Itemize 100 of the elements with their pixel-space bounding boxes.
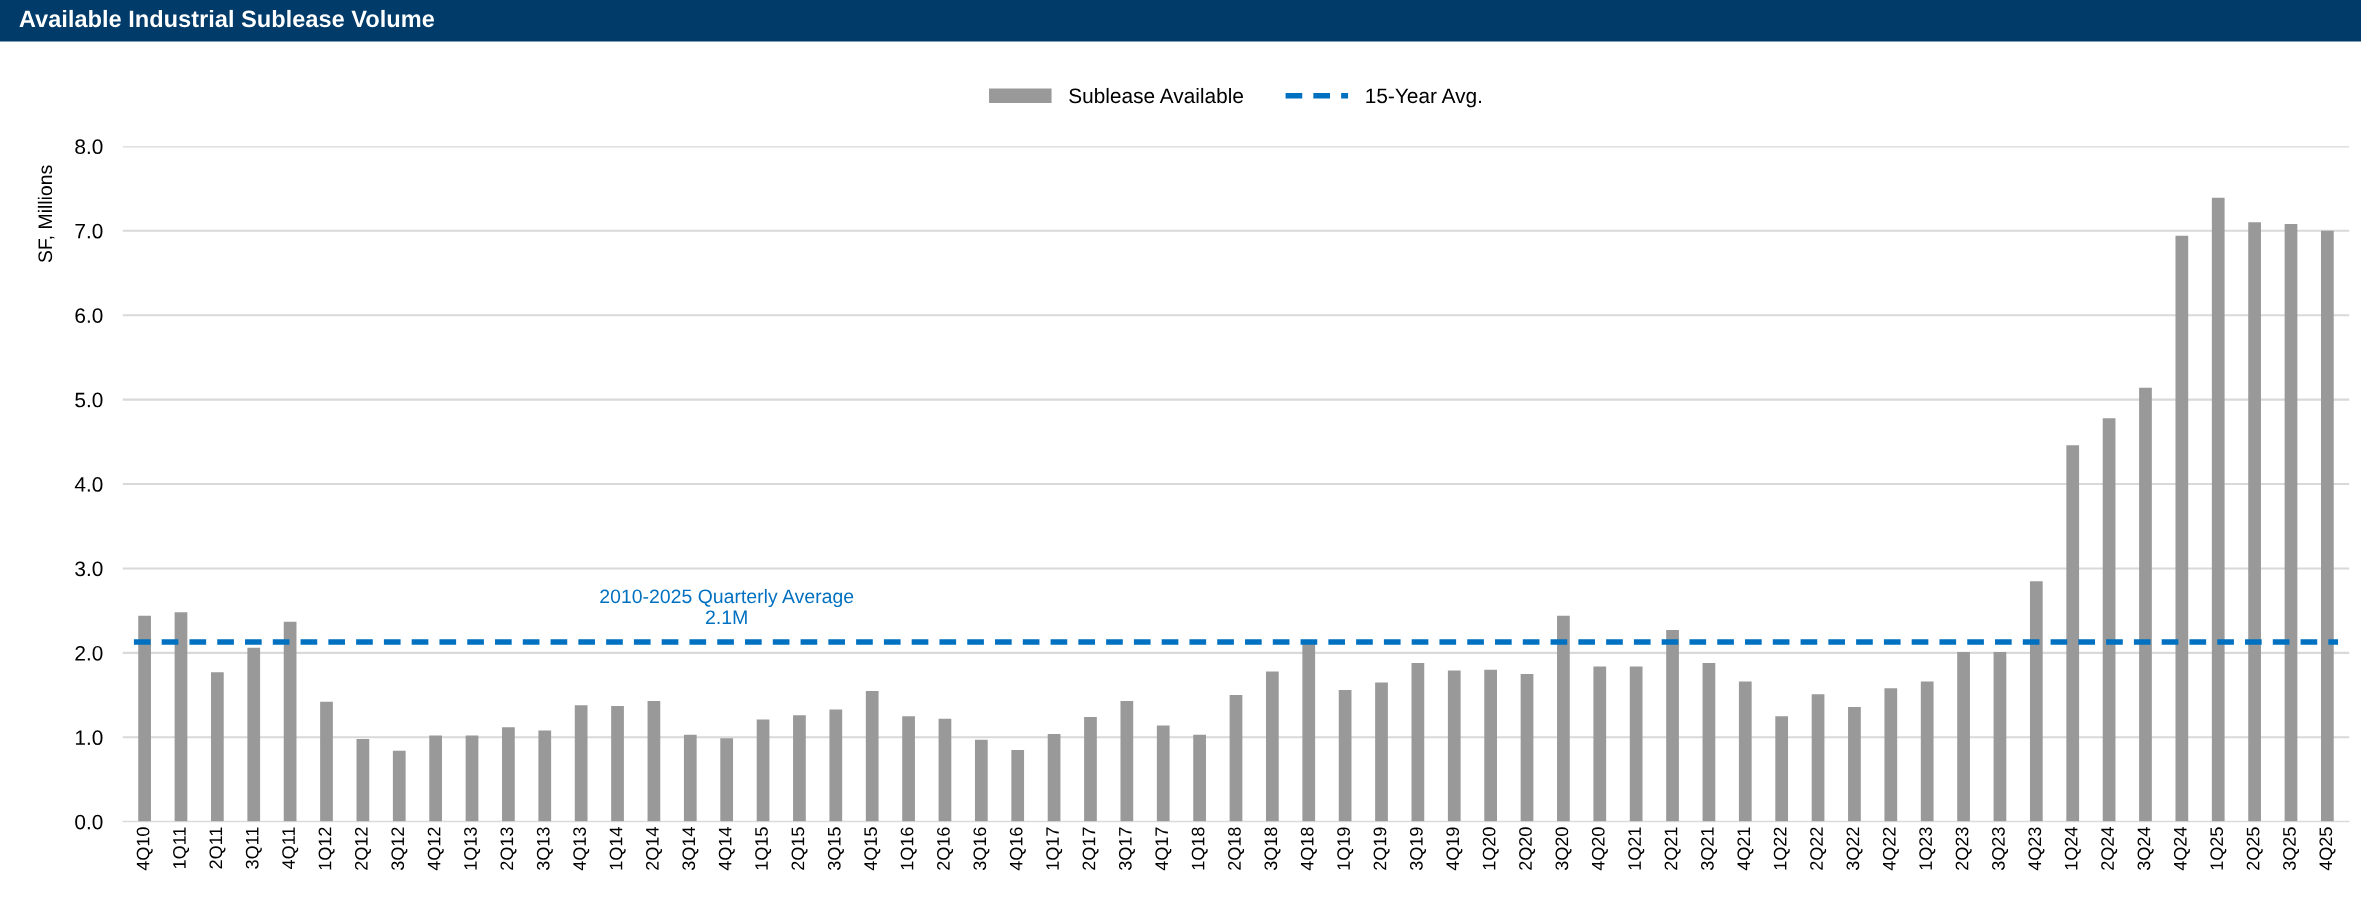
bar — [1702, 663, 1716, 822]
x-tick-label: 4Q25 — [2319, 827, 2336, 871]
x-tick-label: 1Q23 — [1919, 827, 1936, 870]
y-tick-label: 6.0 — [75, 308, 103, 323]
y-tick-label: 7.0 — [75, 223, 103, 239]
x-tick-label: 2Q12 — [354, 827, 371, 870]
x-tick-label: 1Q17 — [1046, 827, 1063, 870]
x-tick-label: 2Q15 — [791, 827, 808, 870]
bar — [1593, 666, 1607, 822]
bar — [2066, 445, 2080, 822]
x-tick-label: 1Q15 — [755, 827, 772, 870]
bar — [720, 738, 734, 822]
x-tick-label: 4Q17 — [1155, 827, 1172, 871]
bar — [938, 718, 952, 822]
bar — [647, 701, 661, 822]
x-tick-label: 4Q15 — [864, 827, 881, 871]
bar — [1011, 749, 1025, 822]
bar — [1957, 652, 1970, 822]
bar — [356, 739, 370, 822]
bar — [2029, 581, 2043, 822]
x-tick-label: 2Q16 — [937, 827, 954, 870]
x-tick-label: 3Q12 — [391, 827, 408, 871]
bar — [1156, 725, 1170, 822]
x-tick-label: 1Q22 — [1773, 827, 1790, 870]
bar — [1084, 717, 1097, 822]
y-tick-label: 2.0 — [75, 645, 103, 661]
y-tick-label: 3.0 — [75, 561, 103, 577]
legend-label: 15-Year Avg. — [1366, 88, 1482, 108]
x-tick-label: 1Q18 — [1191, 827, 1208, 870]
bar — [902, 716, 915, 822]
bar — [1047, 733, 1061, 822]
x-tick-label: 1Q21 — [1628, 827, 1645, 870]
bar — [320, 701, 333, 822]
chart-title: Available Industrial Sublease Volume — [19, 9, 435, 28]
x-tick-label: 1Q20 — [1482, 827, 1499, 870]
x-tick-label: 3Q20 — [1555, 827, 1572, 871]
x-tick-label: 2Q23 — [1955, 827, 1972, 870]
x-tick-label: 3Q25 — [2283, 827, 2300, 871]
x-tick-label: 1Q11 — [173, 827, 190, 869]
x-tick-label: 2Q20 — [1519, 827, 1536, 870]
x-tick-label: 1Q12 — [318, 827, 335, 870]
bar — [1920, 681, 1934, 822]
bar — [247, 647, 261, 822]
y-tick-label: 5.0 — [75, 392, 103, 408]
x-tick-label: 1Q24 — [2064, 827, 2081, 870]
x-tick-label: 4Q11 — [282, 827, 299, 870]
bar — [2139, 387, 2152, 822]
x-tick-label: 1Q14 — [609, 827, 626, 870]
bar — [2211, 197, 2225, 822]
bar — [1993, 652, 2007, 822]
bar — [538, 730, 552, 822]
x-tick-label: 1Q13 — [464, 827, 481, 870]
bar — [793, 715, 806, 822]
x-tick-label: 2Q18 — [1228, 827, 1245, 870]
bar — [174, 612, 188, 822]
bar — [1484, 669, 1498, 822]
bar — [1266, 671, 1279, 822]
y-tick-label: 4.0 — [74, 477, 103, 492]
bar — [829, 709, 843, 822]
bar — [2321, 230, 2334, 822]
x-tick-label: 3Q22 — [1846, 827, 1863, 871]
y-tick-label: 8.0 — [75, 139, 103, 155]
bar — [683, 734, 697, 822]
bar — [2102, 418, 2116, 822]
x-tick-label: 2Q13 — [500, 827, 517, 870]
bar — [465, 735, 479, 822]
x-tick-label: 4Q16 — [1009, 827, 1026, 871]
legend-label: Sublease Available — [1069, 87, 1243, 104]
x-tick-label: 4Q24 — [2173, 827, 2190, 871]
bar — [611, 706, 624, 822]
bar — [283, 621, 297, 822]
x-tick-label: 3Q23 — [1992, 827, 2009, 871]
y-axis-title: SF, Millions — [37, 165, 55, 263]
x-tick-label: 2Q24 — [2101, 827, 2118, 870]
x-tick-label: 4Q10 — [136, 827, 153, 871]
bar — [1848, 706, 1861, 822]
x-tick-label: 2Q11 — [209, 827, 226, 869]
bar — [210, 672, 224, 822]
bar — [1811, 694, 1825, 822]
x-tick-label: 4Q13 — [573, 827, 590, 871]
bar — [1520, 674, 1534, 822]
bar — [1884, 688, 1898, 822]
x-tick-label: 2Q19 — [1373, 827, 1390, 870]
x-tick-label: 3Q18 — [1264, 827, 1281, 871]
bar — [2175, 235, 2189, 822]
x-tick-label: 4Q12 — [427, 827, 444, 871]
x-tick-label: 4Q21 — [1737, 827, 1754, 871]
bar — [2284, 224, 2298, 822]
x-tick-label: 3Q19 — [1409, 827, 1426, 871]
bar — [2248, 222, 2261, 822]
x-tick-label: 2Q17 — [1082, 827, 1099, 870]
x-tick-label: 2Q25 — [2246, 827, 2263, 870]
x-tick-label: 2Q14 — [645, 827, 662, 870]
x-tick-label: 3Q21 — [1700, 827, 1717, 871]
x-tick-label: 4Q19 — [1446, 827, 1463, 871]
bar — [138, 615, 151, 822]
x-tick-label: 2Q21 — [1664, 827, 1681, 870]
bar — [1120, 701, 1134, 822]
x-tick-label: 4Q23 — [2028, 827, 2045, 871]
x-tick-label: 1Q19 — [1337, 827, 1354, 870]
